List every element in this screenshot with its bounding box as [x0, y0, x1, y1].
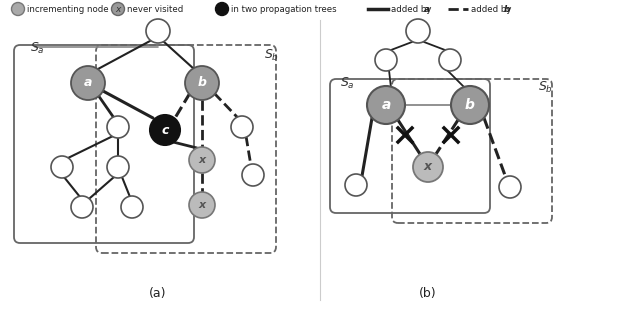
Circle shape [185, 66, 219, 100]
Text: x: x [115, 4, 121, 14]
Circle shape [150, 115, 180, 145]
Circle shape [242, 164, 264, 186]
Text: added by: added by [471, 4, 511, 14]
Circle shape [367, 86, 405, 124]
Circle shape [413, 152, 443, 182]
Circle shape [107, 116, 129, 138]
Text: b: b [197, 77, 206, 89]
Text: (b): (b) [419, 287, 437, 300]
Circle shape [71, 196, 93, 218]
Circle shape [146, 19, 170, 43]
Circle shape [345, 174, 367, 196]
Circle shape [189, 147, 215, 173]
Circle shape [215, 3, 229, 15]
Circle shape [499, 176, 521, 198]
Circle shape [439, 49, 461, 71]
Text: (a): (a) [150, 287, 167, 300]
Circle shape [189, 192, 215, 218]
Circle shape [375, 49, 397, 71]
Text: $S_b$: $S_b$ [264, 48, 279, 63]
Text: $S_b$: $S_b$ [538, 79, 553, 94]
Circle shape [406, 19, 430, 43]
Text: b: b [504, 4, 511, 14]
Text: a: a [424, 4, 430, 14]
Circle shape [451, 86, 489, 124]
Circle shape [51, 156, 73, 178]
Text: x: x [199, 200, 206, 210]
Text: x: x [199, 155, 206, 165]
Text: never visited: never visited [127, 4, 183, 14]
Text: incrementing node: incrementing node [27, 4, 109, 14]
Circle shape [71, 66, 105, 100]
Text: $S_a$: $S_a$ [30, 40, 45, 55]
Text: $S_a$: $S_a$ [340, 76, 355, 90]
Text: x: x [424, 161, 432, 174]
Text: in two propagation trees: in two propagation trees [231, 4, 337, 14]
Circle shape [12, 3, 24, 15]
Circle shape [121, 196, 143, 218]
Text: added by: added by [391, 4, 431, 14]
Circle shape [107, 156, 129, 178]
Text: c: c [161, 123, 169, 136]
Text: a: a [381, 98, 390, 112]
Text: a: a [84, 77, 92, 89]
Text: b: b [465, 98, 475, 112]
Circle shape [231, 116, 253, 138]
Circle shape [111, 3, 125, 15]
